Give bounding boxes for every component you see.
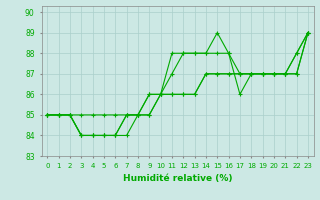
X-axis label: Humidité relative (%): Humidité relative (%) (123, 174, 232, 184)
